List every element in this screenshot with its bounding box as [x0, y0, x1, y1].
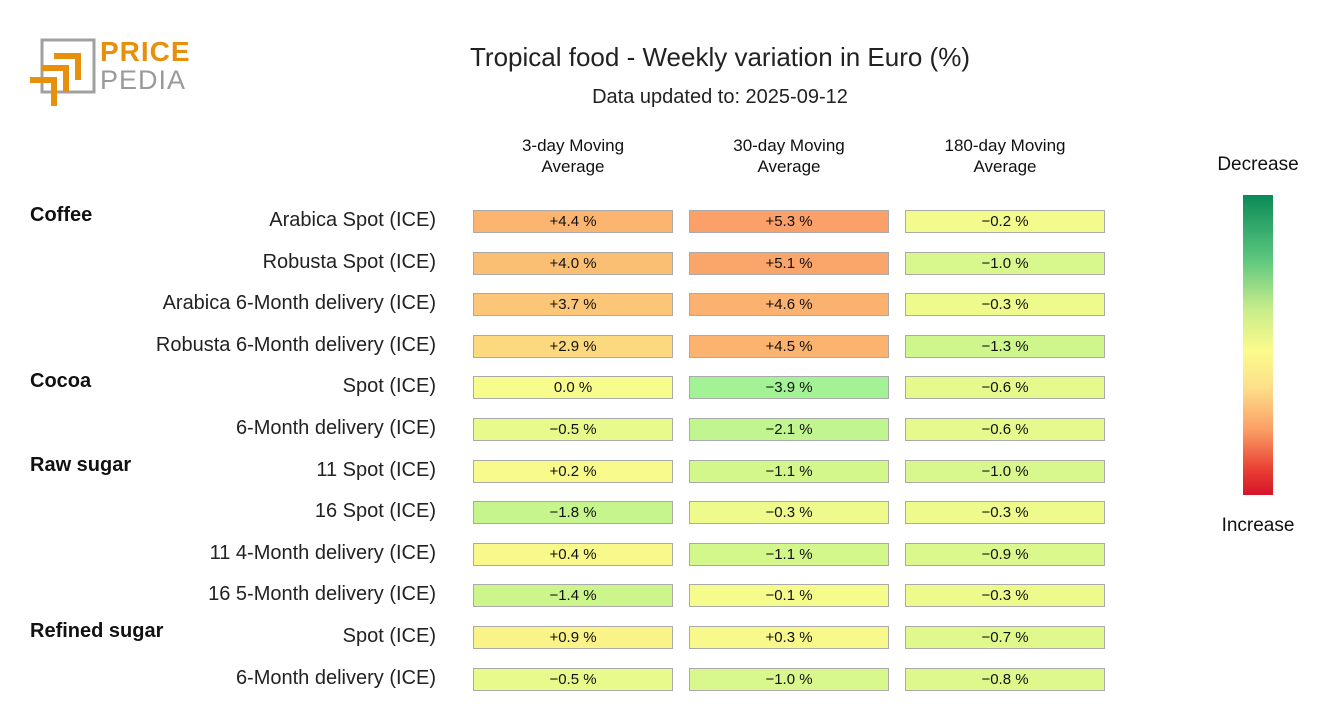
value-cell: 0.0 % — [473, 376, 673, 400]
value-cell: −1.3 % — [905, 334, 1105, 358]
value-cell: −0.6 % — [905, 376, 1105, 400]
value-cell: −0.3 % — [905, 501, 1105, 525]
chart-title: Tropical food - Weekly variation in Euro… — [470, 42, 970, 72]
value-cell: +3.7 % — [473, 293, 673, 317]
value-cell: −0.9 % — [905, 542, 1105, 566]
value-cell: −3.9 % — [689, 376, 889, 400]
pricepedia-logo: PRICE PEDIA — [30, 36, 190, 111]
group-label: Raw sugar — [30, 453, 132, 476]
column-header-30day: 30-day Moving Average — [733, 136, 845, 176]
value-cell: −1.1 % — [689, 542, 889, 566]
legend-color-scale — [1243, 195, 1273, 495]
value-cell: −2.1 % — [689, 418, 889, 441]
value-cell: −1.4 % — [473, 584, 673, 608]
value-cell: +5.1 % — [689, 251, 889, 275]
group-label: Refined sugar — [30, 620, 164, 642]
value-cell: +2.9 % — [473, 334, 673, 358]
value-cell: −0.1 % — [689, 584, 889, 608]
value-cell: +0.3 % — [689, 626, 889, 649]
row-label: 16 5-Month delivery (ICE) — [208, 583, 436, 606]
row-label: 6-Month delivery (ICE) — [235, 666, 436, 689]
group-label: Coffee — [30, 204, 93, 226]
value-cell: −1.1 % — [689, 459, 889, 483]
row-label: Spot (ICE) — [342, 625, 436, 647]
value-cell: −1.0 % — [905, 251, 1105, 275]
value-cell: −1.0 % — [905, 459, 1105, 483]
value-cell: −0.2 % — [905, 210, 1105, 233]
value-cell: +4.0 % — [473, 251, 673, 275]
logo-text-price: PRICE — [100, 36, 191, 67]
value-cell: +5.3 % — [689, 210, 889, 233]
value-cell: −0.3 % — [689, 501, 889, 525]
group-label: Cocoa — [30, 370, 92, 393]
row-label: 6-Month delivery (ICE) — [235, 417, 436, 439]
row-label: 16 Spot (ICE) — [314, 500, 436, 523]
value-cell: −0.6 % — [905, 418, 1105, 441]
value-cell: −0.8 % — [905, 667, 1105, 691]
column-header-180day: 180-day Moving Average — [944, 136, 1066, 176]
row-label: Robusta Spot (ICE) — [262, 250, 436, 273]
value-cell: +4.6 % — [689, 293, 889, 317]
row-label: 11 4-Month delivery (ICE) — [209, 541, 436, 564]
value-cell: −0.3 % — [905, 293, 1105, 317]
value-cell: +0.4 % — [473, 542, 673, 566]
value-cell: +0.2 % — [473, 459, 673, 483]
value-cell: −1.8 % — [473, 501, 673, 525]
value-cell: +4.4 % — [473, 210, 673, 233]
row-label: Spot (ICE) — [342, 375, 436, 398]
logo-mark-icon — [30, 38, 96, 106]
chart-subtitle: Data updated to: 2025-09-12 — [592, 86, 848, 108]
legend-increase-label: Increase — [1221, 515, 1295, 536]
row-label: 11 Spot (ICE) — [316, 458, 436, 481]
column-header-3day: 3-day Moving Average — [521, 136, 625, 176]
value-cell: −0.3 % — [905, 584, 1105, 608]
row-label: Robusta 6-Month delivery (ICE) — [155, 333, 436, 356]
row-label: Arabica Spot (ICE) — [269, 209, 436, 231]
value-cell: +4.5 % — [689, 334, 889, 358]
value-cell: +0.9 % — [473, 626, 673, 649]
value-cell: −1.0 % — [689, 667, 889, 691]
value-cell: −0.7 % — [905, 626, 1105, 649]
value-cell: −0.5 % — [473, 418, 673, 441]
legend-decrease-label: Decrease — [1217, 154, 1299, 175]
row-label: Arabica 6-Month delivery (ICE) — [162, 292, 436, 315]
value-cell: −0.5 % — [473, 667, 673, 691]
logo-text-pedia: PEDIA — [100, 65, 187, 95]
